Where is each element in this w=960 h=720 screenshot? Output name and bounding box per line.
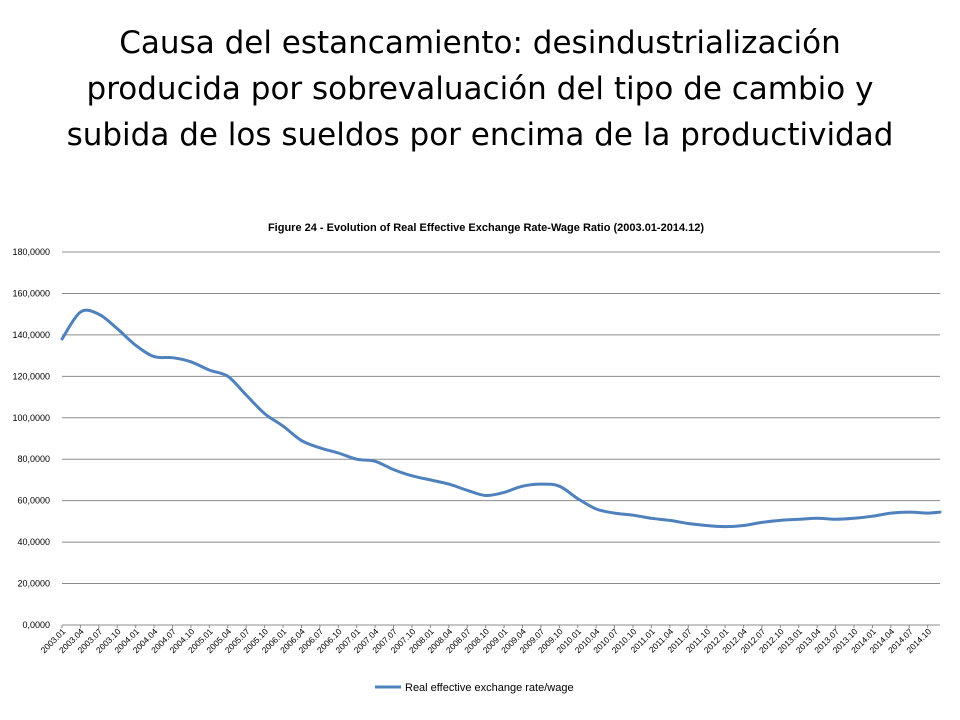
series-layer bbox=[60, 308, 942, 529]
slide-title-line-1: Causa del estancamiento: desindustrializ… bbox=[119, 25, 841, 61]
y-tick-label: 140,0000 bbox=[12, 330, 50, 340]
y-tick-label: 20,0000 bbox=[17, 579, 50, 589]
y-tick-label: 60,0000 bbox=[17, 496, 50, 506]
legend-label: Real effective exchange rate/wage bbox=[405, 682, 574, 694]
y-tick-label: 0,0000 bbox=[22, 620, 50, 630]
y-tick-label: 120,0000 bbox=[12, 371, 50, 381]
series-line bbox=[60, 308, 942, 529]
y-tick-label: 180,0000 bbox=[12, 247, 50, 257]
y-axis-ticks: 0,0000 20,0000 40,0000 60,0000 80,0000 100,00… bbox=[12, 247, 50, 630]
legend: Real effective exchange rate/wage bbox=[375, 682, 574, 694]
x-axis-ticks: 2003.012003.042003.072003.102004.012004.… bbox=[39, 625, 933, 655]
y-tick-label: 40,0000 bbox=[17, 537, 50, 547]
y-tick-label: 80,0000 bbox=[17, 454, 50, 464]
y-tick-label: 160,0000 bbox=[12, 288, 50, 298]
slide-title: Causa del estancamiento: desindustrializ… bbox=[40, 20, 920, 158]
gridlines bbox=[62, 251, 940, 626]
slide-title-line-3: subida de los sueldos por encima de la p… bbox=[66, 117, 894, 153]
slide-title-line-2: producida por sobrevaluación del tipo de… bbox=[86, 71, 874, 107]
y-tick-label: 100,0000 bbox=[12, 413, 50, 423]
chart-title: Figure 24 - Evolution of Real Effective … bbox=[268, 222, 704, 234]
